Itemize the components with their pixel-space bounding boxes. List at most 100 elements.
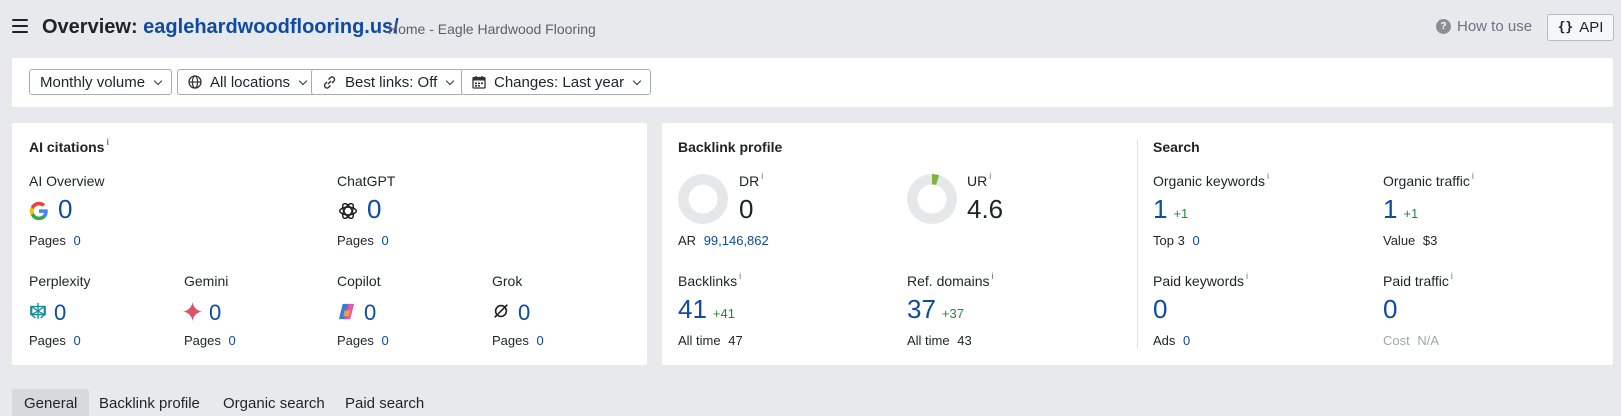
pages-value[interactable]: 0 — [73, 333, 81, 348]
help-icon: ? — [1436, 19, 1451, 34]
volume-label: Monthly volume — [40, 73, 146, 91]
ur-label: UR i — [967, 171, 992, 189]
gemini-value[interactable]: 0 — [209, 300, 222, 325]
paid-traffic-label: Paid traffic i — [1383, 271, 1453, 289]
dr-value: 0 — [739, 194, 754, 224]
grok-label: Grok — [492, 273, 523, 289]
how-to-use-link[interactable]: ? How to use — [1436, 18, 1532, 35]
pages-value[interactable]: 0 — [536, 333, 544, 348]
ai-overview-label: AI Overview — [29, 173, 105, 189]
info-icon[interactable]: i — [1246, 271, 1249, 281]
pages-value[interactable]: 0 — [381, 333, 389, 348]
ar-row: AR 99,146,862 — [678, 233, 769, 248]
grok-value[interactable]: 0 — [518, 300, 531, 325]
info-icon[interactable]: i — [1267, 171, 1270, 181]
changes-label: Changes: Last year — [494, 73, 625, 91]
chatgpt-icon — [339, 202, 357, 220]
top3-row: Top 3 0 — [1153, 233, 1200, 248]
ai-overview-value[interactable]: 0 — [58, 194, 73, 224]
perplexity-pages: Pages 0 — [29, 333, 81, 348]
ur-label-text: UR — [967, 173, 988, 189]
google-icon — [29, 201, 48, 221]
cost-value: N/A — [1417, 333, 1440, 348]
paid-keywords-label-text: Paid keywords — [1153, 273, 1245, 289]
paid-traffic-value[interactable]: 0 — [1383, 294, 1398, 324]
ref-domains-all-time: All time 43 — [907, 333, 972, 348]
locations-dropdown[interactable]: All locations — [177, 69, 318, 95]
pages-value[interactable]: 0 — [73, 233, 81, 248]
ai-citations-title-text: AI citations — [29, 139, 105, 155]
ref-domains-number: 37 — [907, 294, 936, 324]
gemini-icon — [183, 302, 202, 321]
cost-row: Cost N/A — [1383, 333, 1439, 348]
page-title: Overview: eaglehardwoodflooring.us/ — [42, 16, 399, 39]
ur-donut-chart — [907, 174, 957, 224]
ads-value[interactable]: 0 — [1183, 333, 1191, 348]
ref-domains-value[interactable]: 37 +37 — [907, 294, 964, 325]
pages-label: Pages — [337, 333, 374, 348]
info-icon[interactable]: i — [106, 137, 109, 147]
backlinks-value[interactable]: 41 +41 — [678, 294, 735, 325]
locations-label: All locations — [210, 73, 291, 91]
page-subtitle: Home - Eagle Hardwood Flooring — [388, 21, 596, 37]
paid-traffic-label-text: Paid traffic — [1383, 273, 1449, 289]
info-icon[interactable]: i — [989, 171, 992, 181]
info-icon[interactable]: i — [761, 171, 764, 181]
pages-value[interactable]: 0 — [228, 333, 236, 348]
pages-value[interactable]: 0 — [381, 233, 389, 248]
info-icon[interactable]: i — [739, 271, 742, 281]
tab-organic-search[interactable]: Organic search — [223, 395, 325, 412]
tab-paid-search[interactable]: Paid search — [345, 395, 425, 412]
top3-label: Top 3 — [1153, 233, 1185, 248]
copilot-label: Copilot — [337, 273, 381, 289]
dr-label-text: DR — [739, 173, 760, 189]
copilot-pages: Pages 0 — [337, 333, 389, 348]
paid-keywords-label: Paid keywords i — [1153, 271, 1249, 289]
top3-value[interactable]: 0 — [1192, 233, 1200, 248]
best-links-label: Best links: Off — [345, 73, 438, 91]
domain-link[interactable]: eaglehardwoodflooring.us/ — [143, 16, 399, 38]
traffic-value-row: Value $3 — [1383, 233, 1437, 248]
tab-backlink-profile[interactable]: Backlink profile — [99, 395, 200, 412]
info-icon[interactable]: i — [991, 271, 994, 281]
info-icon[interactable]: i — [1471, 171, 1474, 181]
api-button[interactable]: {} API — [1547, 14, 1614, 41]
organic-keywords-value[interactable]: 1 +1 — [1153, 194, 1188, 225]
pages-label: Pages — [29, 333, 66, 348]
backlinks-all-time: All time 47 — [678, 333, 743, 348]
organic-keywords-label: Organic keywords i — [1153, 171, 1270, 189]
changes-dropdown[interactable]: Changes: Last year — [461, 69, 652, 95]
chatgpt-pages: Pages 0 — [337, 233, 389, 248]
backlink-profile-title: Backlink profile — [678, 139, 783, 155]
organic-traffic-delta: +1 — [1403, 206, 1419, 221]
ai-overview-pages: Pages 0 — [29, 233, 81, 248]
organic-keywords-label-text: Organic keywords — [1153, 173, 1266, 189]
organic-traffic-value[interactable]: 1 +1 — [1383, 194, 1418, 225]
ar-value[interactable]: 99,146,862 — [703, 233, 769, 248]
all-time-value: 47 — [728, 333, 743, 348]
tab-general[interactable]: General — [12, 389, 90, 416]
pages-label: Pages — [184, 333, 221, 348]
search-title: Search — [1153, 139, 1200, 155]
gemini-label: Gemini — [184, 273, 229, 289]
grok-pages: Pages 0 — [492, 333, 544, 348]
ai-citations-title: AI citations i — [29, 137, 109, 155]
filter-bar: Monthly volume All locations Best links:… — [12, 58, 1613, 107]
menu-icon[interactable] — [12, 19, 28, 33]
how-to-use-label: How to use — [1457, 18, 1533, 35]
pages-label: Pages — [492, 333, 529, 348]
best-links-dropdown[interactable]: Best links: Off — [311, 69, 465, 95]
api-label: API — [1579, 19, 1604, 36]
perplexity-value[interactable]: 0 — [54, 300, 67, 325]
chatgpt-value[interactable]: 0 — [367, 194, 382, 224]
link-icon — [323, 75, 336, 89]
info-icon[interactable]: i — [1450, 271, 1453, 281]
section-divider — [1137, 139, 1138, 349]
traffic-value-label: Value — [1383, 233, 1416, 248]
organic-traffic-label: Organic traffic i — [1383, 171, 1474, 189]
paid-keywords-value[interactable]: 0 — [1153, 294, 1168, 324]
volume-dropdown[interactable]: Monthly volume — [29, 69, 173, 95]
all-time-label: All time — [907, 333, 950, 348]
chevron-down-icon — [446, 76, 455, 85]
copilot-value[interactable]: 0 — [364, 300, 377, 325]
